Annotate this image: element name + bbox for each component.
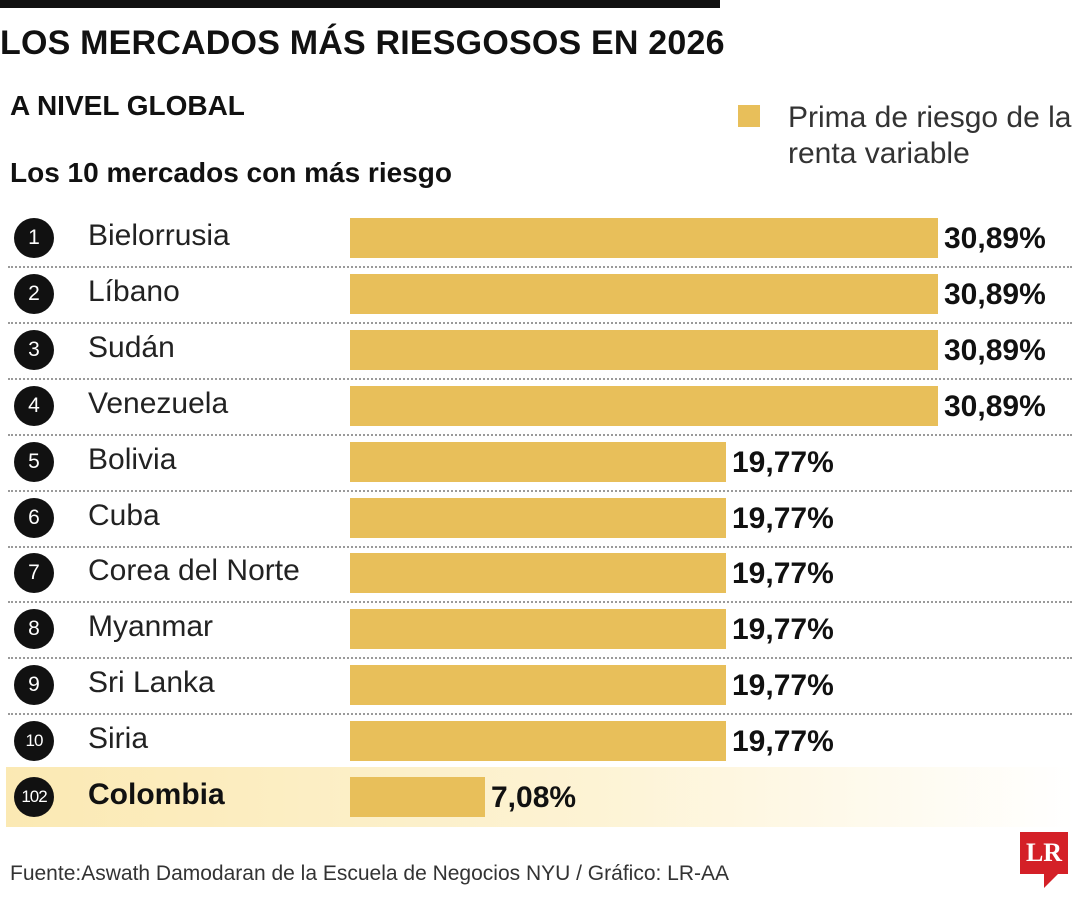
bar-value-label: 19,77% [732,557,834,590]
country-label: Bolivia [88,443,177,476]
rank-badge: 102 [14,777,54,817]
row-separator [8,266,1072,268]
row-separator [8,713,1072,715]
legend-label: Prima de riesgo de la renta variable [788,101,1072,170]
bar-value-label: 19,77% [732,613,834,646]
bar-value-label: 19,77% [732,446,834,479]
country-label: Myanmar [88,610,214,643]
row-separator [8,378,1072,380]
bar-value-label: 30,89% [944,390,1046,423]
bar [350,442,726,482]
top-rule [0,0,720,8]
bar-value-label: 19,77% [732,502,834,535]
rank-badge: 10 [14,721,54,761]
source-note: Fuente:Aswath Damodaran de la Escuela de… [10,862,730,885]
legend-swatch [738,105,760,127]
country-label: Corea del Norte [88,554,300,587]
rank-badge: 7 [14,553,54,593]
rank-badge: 8 [14,609,54,649]
bar-value-label: 7,08% [491,781,577,814]
country-label: Bielorrusia [88,219,230,252]
country-label: Sri Lanka [88,666,215,699]
bar-value-label: 19,77% [732,725,834,758]
row-separator [8,490,1072,492]
bar [350,330,938,370]
chart-title: LOS MERCADOS MÁS RIESGOSOS EN 2026 [0,24,725,62]
bar [350,553,726,593]
country-label: Cuba [88,499,160,532]
rank-badge: 6 [14,498,54,538]
country-label: Líbano [88,275,180,308]
lr-logo: LR [1020,832,1068,874]
chart-subtitle: A NIVEL GLOBAL [10,90,245,121]
bar-value-label: 30,89% [944,222,1046,255]
lr-logo-tail [1044,874,1058,888]
bar [350,777,485,817]
bar [350,386,938,426]
rank-badge: 4 [14,386,54,426]
bar [350,498,726,538]
row-separator [8,434,1072,436]
row-separator [8,322,1072,324]
country-label: Colombia [88,778,225,811]
rank-badge: 5 [14,442,54,482]
rank-badge: 9 [14,665,54,705]
rank-badge: 2 [14,274,54,314]
rank-badge: 3 [14,330,54,370]
country-label: Venezuela [88,387,229,420]
section-label: Los 10 mercados con más riesgo [10,157,452,188]
bar [350,274,938,314]
row-separator [8,657,1072,659]
bar [350,721,726,761]
country-label: Siria [88,722,149,755]
bar [350,665,726,705]
row-separator [8,546,1072,548]
row-separator [8,601,1072,603]
bar [350,609,726,649]
bar-value-label: 19,77% [732,669,834,702]
bar-value-label: 30,89% [944,278,1046,311]
country-label: Sudán [88,331,175,364]
rank-badge: 1 [14,218,54,258]
highlight-row-bg [6,767,1074,827]
bar-value-label: 30,89% [944,334,1046,367]
bar [350,218,938,258]
